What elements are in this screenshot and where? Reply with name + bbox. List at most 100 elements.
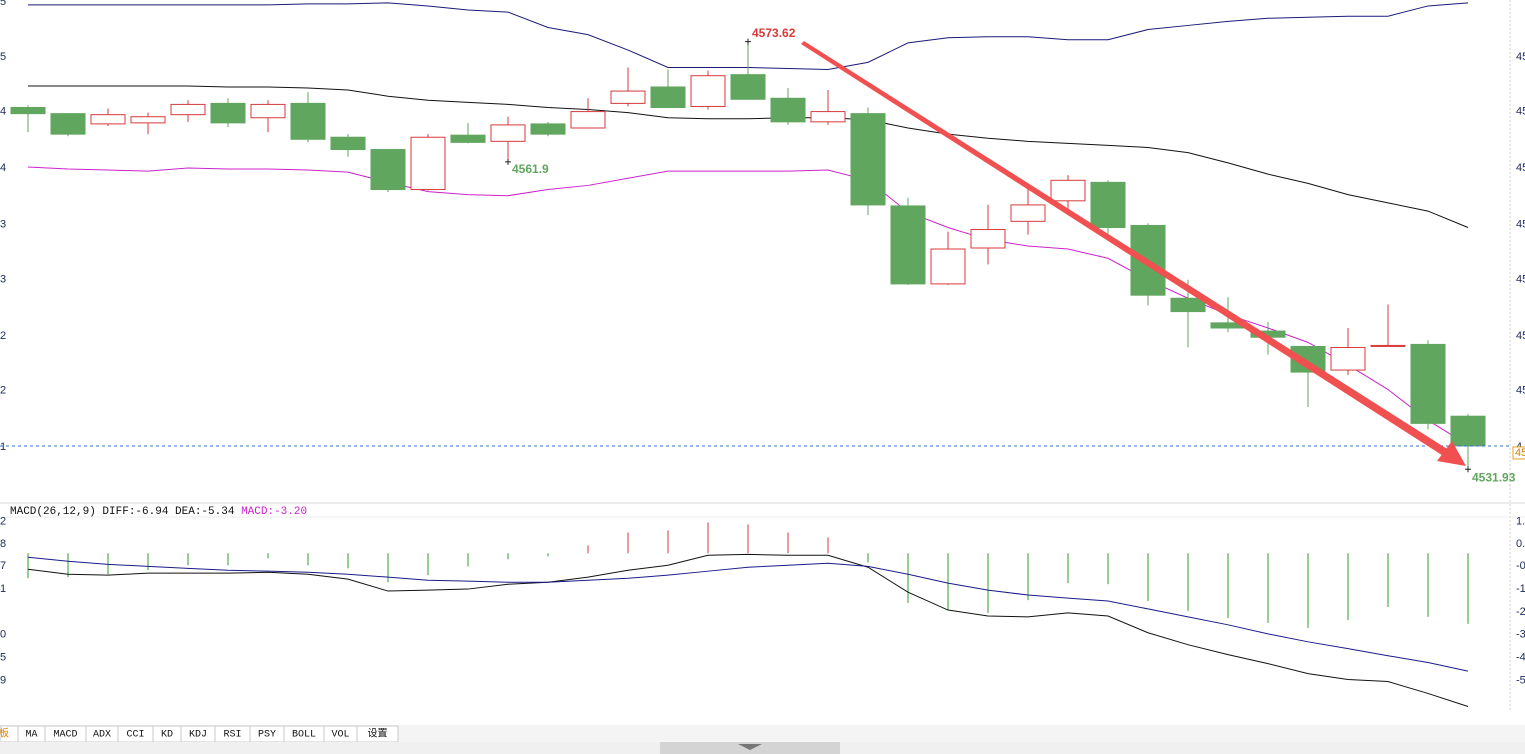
y-tick-label: 8	[0, 538, 6, 550]
tab-label[interactable]: 板	[0, 727, 9, 741]
y2-tick-label: -4	[1516, 652, 1525, 664]
tab-label[interactable]: 设置	[368, 728, 388, 741]
candle-body	[1050, 179, 1086, 202]
candle-body	[1170, 297, 1206, 313]
y-tick-label: 9	[0, 675, 6, 687]
y-tick-label: 3	[0, 218, 6, 230]
extreme-label: 4573.62	[752, 26, 796, 40]
tab-label[interactable]: BOLL	[292, 730, 316, 741]
y2-tick-label: -2	[1516, 606, 1525, 618]
candle-body	[450, 134, 486, 143]
candle-body	[890, 205, 926, 285]
y2-tick-label: -3	[1516, 629, 1525, 641]
candle-body	[570, 111, 606, 129]
diff-label: DIFF:-6.94	[102, 506, 168, 518]
candle-body	[810, 111, 846, 123]
tab-label[interactable]: VOL	[331, 730, 349, 741]
tab-label[interactable]: MACD	[53, 730, 77, 741]
tab-label[interactable]: MA	[25, 730, 37, 741]
candle-body	[370, 149, 406, 191]
candle-body	[610, 90, 646, 104]
extreme-label: 4531.93	[1472, 470, 1516, 484]
extreme-marker	[1465, 466, 1471, 473]
y-tick-label: 5	[0, 652, 6, 664]
candle-body	[1330, 346, 1366, 371]
tab-label[interactable]: CCI	[126, 730, 144, 741]
y-tick-label: 0	[0, 629, 6, 641]
y2-tick-label: 45	[1516, 218, 1525, 230]
y2-tick-label: 45	[1516, 105, 1525, 117]
extreme-marker	[745, 38, 751, 45]
candle-body	[1010, 204, 1046, 222]
y2-tick-label: -5	[1516, 675, 1525, 687]
y2-tick-label: 0.	[1516, 538, 1525, 550]
candle-body	[850, 113, 886, 206]
y-tick-label: 1	[0, 583, 6, 595]
y-tick-label: 4	[0, 162, 6, 174]
candle-body	[930, 248, 966, 285]
tab-label[interactable]: KD	[161, 730, 173, 741]
y2-tick-label: 45	[1516, 330, 1525, 342]
dea-label: DEA:-5.34	[175, 506, 235, 518]
candle-body	[50, 113, 86, 135]
candle-body	[730, 74, 766, 100]
y-tick-label: 7	[0, 560, 6, 572]
candle-body	[130, 116, 166, 124]
macd-title: MACD(26,12,9)	[10, 506, 96, 518]
candle-body	[330, 136, 366, 151]
extreme-label: 4561.9	[512, 162, 549, 176]
scroll-arrow[interactable]	[738, 744, 762, 750]
tab-label[interactable]: ADX	[93, 730, 111, 741]
indicator-line	[27, 553, 1469, 707]
y-tick-label: 2	[0, 515, 6, 527]
y2-tick-label: -0	[1516, 560, 1525, 572]
y-tick-label: 5	[0, 0, 6, 8]
candle-body	[1370, 344, 1406, 347]
candle-body	[250, 103, 286, 119]
candle-body	[410, 136, 446, 191]
y2-tick-label: 45	[1516, 51, 1525, 63]
y2-tick-label: 1.	[1516, 515, 1525, 527]
tab-label[interactable]: RSI	[223, 730, 241, 741]
macd-label: MACD:-3.20	[241, 506, 307, 518]
y2-tick-label: 45	[1516, 162, 1525, 174]
tab-label[interactable]: PSY	[258, 730, 276, 741]
macd-header: MACD(26,12,9) DIFF:-6.94 DEA:-5.34 MACD:-3.…	[10, 506, 307, 518]
y2-tick-label: 45	[1516, 274, 1525, 286]
candle-body	[90, 114, 126, 125]
candle-body	[530, 123, 566, 135]
candle-body	[210, 102, 246, 124]
candle-body	[1450, 415, 1486, 447]
arrow-head	[1437, 441, 1466, 466]
candle-body	[10, 106, 46, 115]
y-tick-label: 5	[0, 51, 6, 63]
macd-panel: 2 8 7 1 0 5 9 1. 0. -0 -1 -2 -3 -4 -5	[0, 515, 1525, 707]
y-tick-label: 2	[0, 330, 6, 342]
y-tick-label: 4	[0, 105, 6, 117]
indicator-line	[27, 556, 1469, 672]
arrow-shaft	[801, 41, 1452, 459]
y2-tick-label: -1	[1516, 583, 1525, 595]
y-tick-label: 1	[0, 441, 6, 453]
candle-body	[1410, 343, 1446, 424]
y-tick-label: 3	[0, 274, 6, 286]
candle-body	[690, 75, 726, 107]
candle-body	[770, 97, 806, 123]
y2-tick-label: 45	[1516, 384, 1525, 396]
trend-arrow	[801, 41, 1466, 466]
tab-label[interactable]: KDJ	[189, 730, 207, 741]
candle-body	[290, 102, 326, 140]
candle-body	[650, 86, 686, 108]
candle-body	[170, 103, 206, 116]
tabs: 板 MA MACD ADX CCI KD KDJ RSI PSY BOLL VOL 设置	[0, 725, 399, 743]
candle-body	[490, 124, 526, 142]
last-price-label: 45	[1515, 447, 1525, 459]
last-price-box	[1512, 446, 1525, 460]
y-tick-label: 2	[0, 384, 6, 396]
extreme-marker	[505, 158, 511, 165]
indicator-line	[28, 85, 1469, 228]
candle-body	[970, 229, 1006, 249]
candle-body	[1090, 181, 1126, 228]
